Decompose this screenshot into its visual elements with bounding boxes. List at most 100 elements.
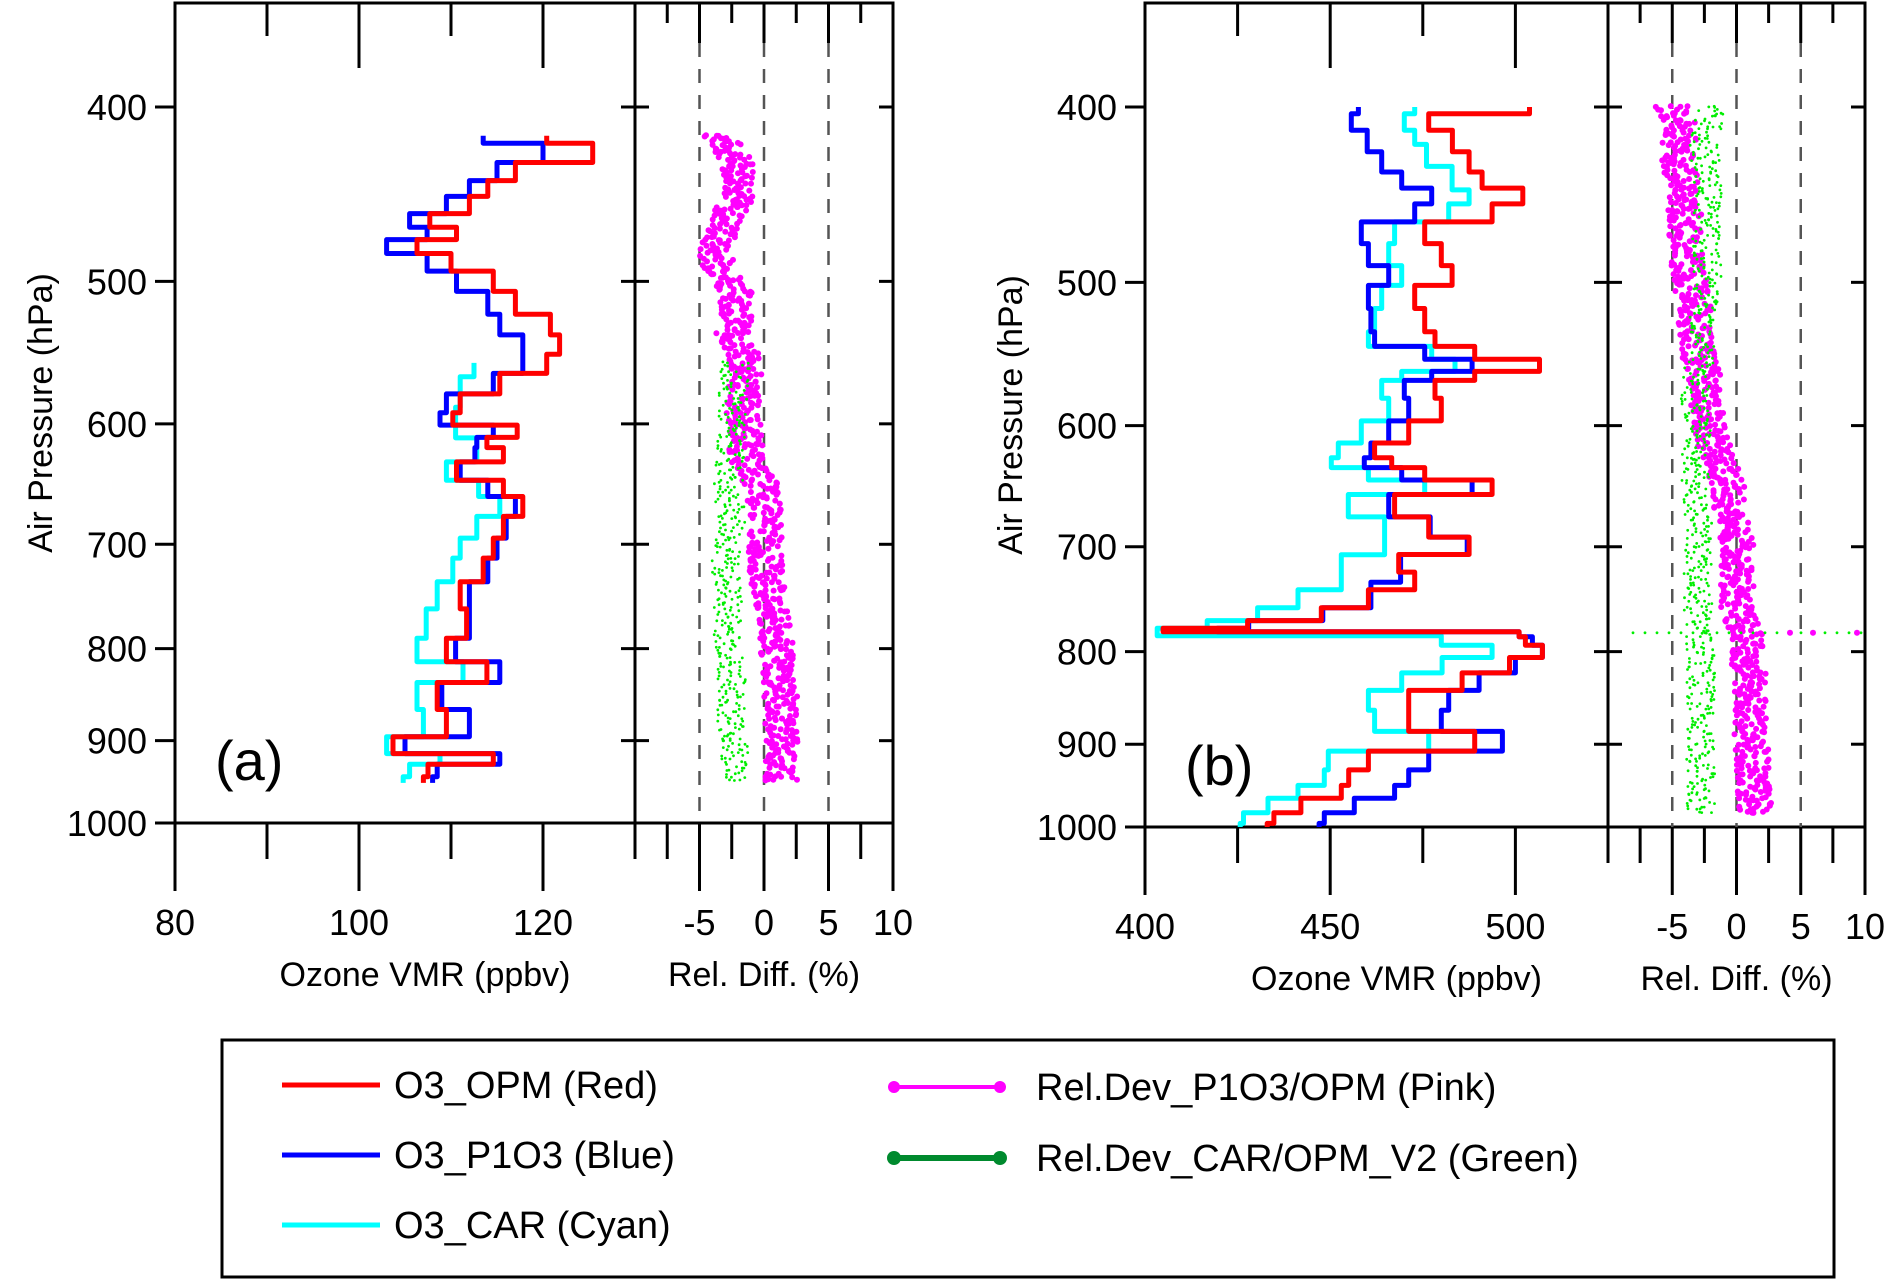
data-point	[1695, 705, 1699, 708]
data-point	[733, 557, 737, 560]
data-point	[723, 246, 730, 253]
data-point	[783, 640, 790, 647]
data-point	[1707, 584, 1710, 588]
data-point	[1747, 773, 1754, 780]
data-point	[736, 511, 740, 514]
data-point	[1734, 508, 1741, 515]
data-point	[754, 605, 761, 611]
data-point	[728, 391, 732, 395]
data-point	[731, 234, 738, 241]
data-point	[725, 773, 728, 776]
data-point	[773, 491, 780, 498]
data-point	[1667, 103, 1674, 110]
data-point	[721, 603, 725, 606]
data-point	[1688, 660, 1691, 664]
data-point	[734, 426, 738, 430]
data-point	[769, 709, 776, 716]
data-point	[722, 451, 726, 455]
data-point	[1714, 114, 1717, 118]
data-point	[1701, 752, 1704, 756]
data-point	[1708, 284, 1712, 288]
data-point	[1697, 586, 1701, 590]
data-point	[768, 510, 775, 517]
data-point	[728, 365, 735, 372]
data-point	[1688, 437, 1692, 441]
data-point	[1722, 617, 1729, 624]
data-point	[734, 541, 738, 544]
data-point	[1708, 429, 1712, 432]
x-tick-label: 400	[1115, 906, 1175, 947]
data-point	[742, 681, 746, 685]
data-point	[720, 377, 724, 380]
data-point	[1687, 360, 1691, 364]
data-point	[1693, 509, 1696, 513]
data-point	[790, 696, 797, 703]
data-point	[778, 552, 785, 559]
data-point	[1704, 617, 1708, 621]
data-point	[739, 414, 746, 421]
data-point	[1689, 372, 1692, 375]
data-point	[1709, 776, 1712, 779]
data-point	[1747, 746, 1754, 753]
data-point	[735, 702, 738, 705]
data-point	[733, 453, 737, 456]
data-point	[1714, 248, 1718, 252]
data-point	[1695, 769, 1699, 773]
data-point	[1703, 326, 1706, 329]
data-point	[763, 673, 770, 680]
data-point	[1685, 757, 1689, 761]
data-point	[1706, 275, 1710, 279]
data-point	[1711, 306, 1714, 310]
data-point	[757, 421, 764, 428]
data-point	[1684, 548, 1688, 552]
data-point	[1708, 633, 1712, 636]
data-point	[1694, 512, 1698, 516]
data-point	[1680, 178, 1687, 184]
data-point	[746, 417, 753, 424]
data-point	[1716, 153, 1720, 157]
data-point	[1707, 750, 1711, 754]
data-point	[1729, 656, 1736, 663]
data-point	[1685, 543, 1689, 547]
data-point	[1681, 110, 1688, 117]
data-point	[737, 519, 741, 523]
data-point	[733, 424, 737, 427]
data-point	[1708, 349, 1712, 352]
data-point	[1715, 143, 1719, 147]
data-point	[1702, 646, 1706, 650]
data-point	[1749, 809, 1756, 816]
data-point	[746, 544, 753, 550]
data-point	[1708, 184, 1712, 188]
data-point	[1745, 556, 1752, 563]
data-point	[781, 765, 788, 772]
data-point	[1697, 289, 1701, 293]
data-point	[1694, 764, 1698, 768]
data-point	[1677, 222, 1684, 228]
data-point	[737, 589, 741, 593]
data-point	[713, 629, 717, 633]
data-point	[1683, 391, 1687, 394]
data-point	[1691, 237, 1695, 241]
data-point	[1715, 290, 1719, 293]
data-point	[772, 531, 779, 538]
data-point	[1694, 229, 1698, 233]
data-point	[738, 393, 742, 397]
data-point	[768, 579, 775, 586]
data-point	[1741, 483, 1748, 490]
x-tick-label: 500	[1485, 906, 1545, 947]
data-point	[1745, 664, 1752, 671]
data-point	[1684, 103, 1691, 110]
data-point	[718, 135, 724, 142]
data-point	[732, 732, 735, 736]
legend-label-o3-car: O3_CAR (Cyan)	[394, 1205, 671, 1247]
data-point	[1689, 359, 1696, 366]
data-point	[1696, 725, 1699, 729]
data-point	[1703, 783, 1707, 787]
data-point	[1729, 636, 1736, 643]
data-point	[792, 706, 799, 713]
data-point	[1695, 168, 1699, 172]
data-point	[1686, 169, 1693, 175]
data-point	[1693, 487, 1697, 491]
data-point	[1713, 209, 1717, 212]
data-point	[717, 463, 721, 466]
